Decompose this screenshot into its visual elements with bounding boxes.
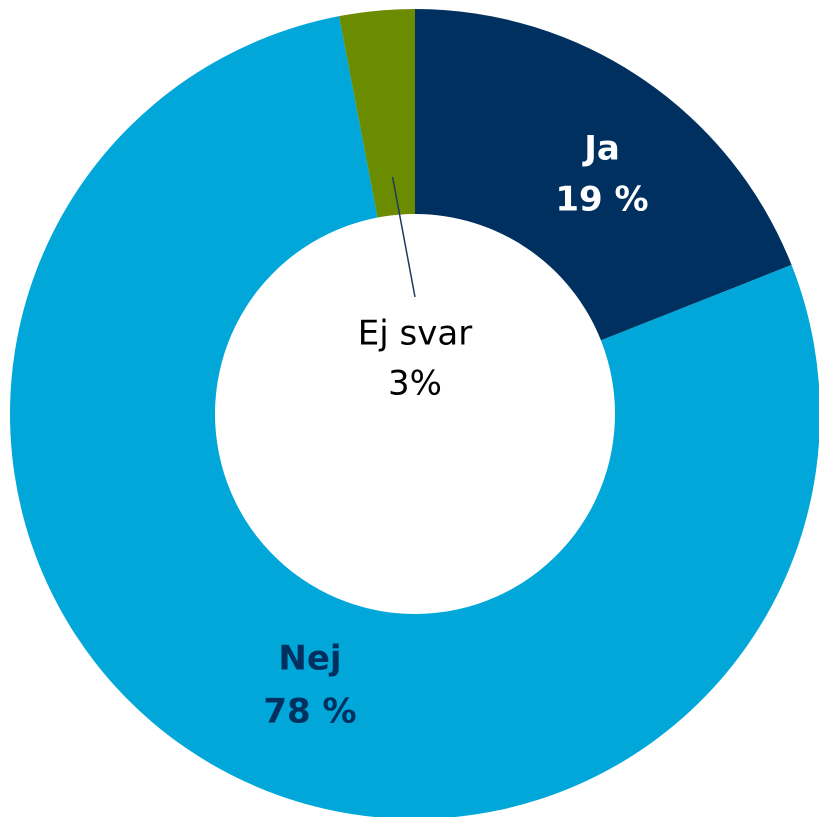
donut-segment (415, 9, 792, 341)
segment-label: Ej svar (358, 314, 472, 354)
segment-value-label: 78 % (263, 692, 356, 732)
segment-label: Ja (582, 129, 620, 169)
segment-value-label: 19 % (555, 180, 648, 220)
leader-line (391, 176, 416, 298)
segment-label: Nej (278, 639, 341, 679)
segment-value-label: 3% (388, 364, 442, 404)
donut-segment (10, 16, 819, 817)
donut-segment (339, 9, 415, 218)
